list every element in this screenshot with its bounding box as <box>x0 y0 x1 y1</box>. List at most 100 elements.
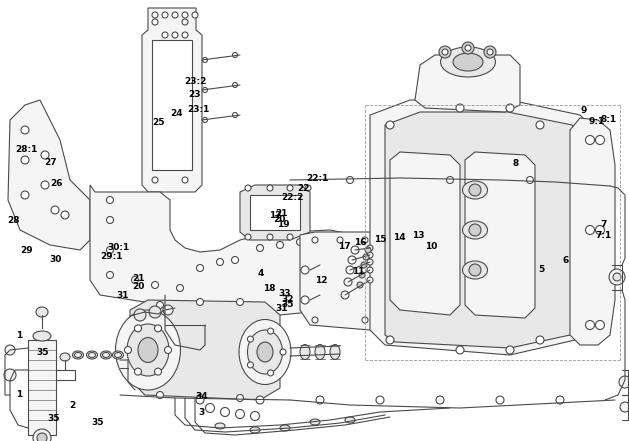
Circle shape <box>287 185 293 191</box>
Ellipse shape <box>33 331 51 341</box>
Bar <box>152 40 192 170</box>
Circle shape <box>267 370 274 376</box>
Circle shape <box>182 32 188 38</box>
Circle shape <box>596 135 604 145</box>
Ellipse shape <box>89 352 96 358</box>
Text: 22:1: 22:1 <box>306 174 329 183</box>
Circle shape <box>484 46 496 58</box>
Circle shape <box>125 347 131 354</box>
Circle shape <box>162 12 168 18</box>
Text: 1: 1 <box>16 331 22 340</box>
Circle shape <box>361 262 367 268</box>
Text: 17: 17 <box>338 242 351 250</box>
Circle shape <box>21 191 29 199</box>
Polygon shape <box>130 300 280 400</box>
Polygon shape <box>300 232 380 330</box>
Circle shape <box>337 236 343 243</box>
Ellipse shape <box>310 419 320 425</box>
Circle shape <box>367 267 373 273</box>
Polygon shape <box>240 185 310 240</box>
Circle shape <box>456 346 464 354</box>
Text: 33: 33 <box>278 289 291 298</box>
Text: 3: 3 <box>198 408 204 417</box>
Circle shape <box>376 396 384 404</box>
Polygon shape <box>8 100 90 250</box>
Circle shape <box>152 281 159 288</box>
Bar <box>250 195 300 230</box>
Circle shape <box>155 368 162 375</box>
Circle shape <box>312 237 318 243</box>
Ellipse shape <box>440 47 496 77</box>
Circle shape <box>172 32 178 38</box>
Text: 21: 21 <box>276 209 288 217</box>
Circle shape <box>157 302 164 309</box>
Circle shape <box>221 407 230 416</box>
Text: 6: 6 <box>563 256 569 265</box>
Circle shape <box>257 244 264 251</box>
Circle shape <box>157 392 164 399</box>
Circle shape <box>233 52 238 57</box>
Circle shape <box>341 291 349 299</box>
Text: 23:2: 23:2 <box>184 77 206 86</box>
Circle shape <box>41 181 49 189</box>
Circle shape <box>359 265 365 272</box>
Circle shape <box>206 404 214 412</box>
Text: 7:1: 7:1 <box>596 232 612 240</box>
Circle shape <box>365 247 371 253</box>
Circle shape <box>247 336 253 342</box>
Circle shape <box>351 246 359 254</box>
Circle shape <box>469 264 481 276</box>
Circle shape <box>469 184 481 196</box>
Circle shape <box>487 49 493 55</box>
Text: 20: 20 <box>132 282 145 291</box>
Ellipse shape <box>127 324 169 376</box>
Text: 7: 7 <box>601 220 607 229</box>
Text: 29: 29 <box>20 246 33 255</box>
Polygon shape <box>370 100 595 355</box>
Circle shape <box>192 12 198 18</box>
Text: 26: 26 <box>50 179 63 187</box>
Ellipse shape <box>215 423 225 429</box>
Circle shape <box>33 429 51 441</box>
Text: 15: 15 <box>374 235 387 243</box>
Ellipse shape <box>138 337 158 363</box>
Ellipse shape <box>300 344 310 359</box>
Ellipse shape <box>74 352 82 358</box>
Text: 35: 35 <box>36 348 49 357</box>
Circle shape <box>149 306 161 318</box>
Text: 30: 30 <box>49 255 62 264</box>
Text: 29:1: 29:1 <box>101 252 123 261</box>
Ellipse shape <box>103 352 109 358</box>
Ellipse shape <box>257 342 273 362</box>
Circle shape <box>235 410 245 419</box>
Circle shape <box>346 266 354 274</box>
Circle shape <box>267 185 273 191</box>
Circle shape <box>245 234 251 240</box>
Text: 23:1: 23:1 <box>187 105 209 114</box>
Polygon shape <box>415 55 520 112</box>
Circle shape <box>267 234 273 240</box>
Ellipse shape <box>462 261 487 279</box>
Circle shape <box>386 121 394 129</box>
Circle shape <box>367 277 373 283</box>
Circle shape <box>135 368 142 375</box>
Circle shape <box>347 176 353 183</box>
Text: 32: 32 <box>282 295 294 304</box>
Circle shape <box>196 299 204 306</box>
Ellipse shape <box>330 344 340 359</box>
Circle shape <box>203 87 208 93</box>
Circle shape <box>312 317 318 323</box>
Text: 8: 8 <box>513 159 519 168</box>
Circle shape <box>462 42 474 54</box>
Circle shape <box>609 269 625 285</box>
Circle shape <box>182 19 188 25</box>
Polygon shape <box>385 112 585 348</box>
Text: 22:2: 22:2 <box>281 193 304 202</box>
Circle shape <box>301 266 309 274</box>
Text: 35: 35 <box>47 415 60 423</box>
Text: 21: 21 <box>132 274 145 283</box>
Text: 8:1: 8:1 <box>601 115 617 123</box>
Text: 12: 12 <box>269 211 282 220</box>
Circle shape <box>496 396 504 404</box>
Circle shape <box>237 395 243 401</box>
